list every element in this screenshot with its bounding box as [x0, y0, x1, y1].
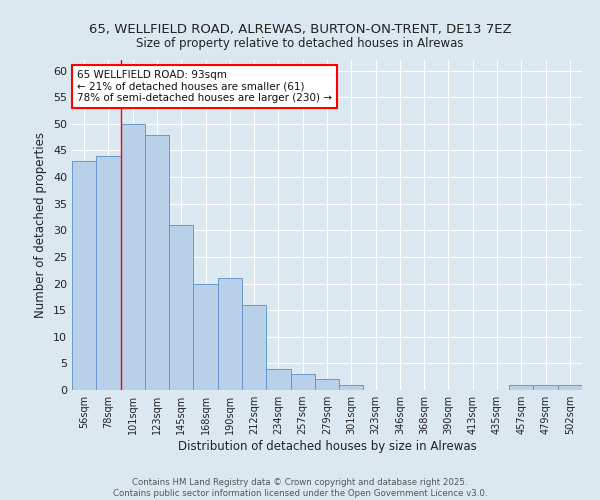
- Bar: [242, 305, 266, 390]
- Bar: [509, 384, 533, 390]
- Bar: [96, 156, 121, 390]
- Text: Size of property relative to detached houses in Alrewas: Size of property relative to detached ho…: [136, 38, 464, 51]
- Bar: [315, 380, 339, 390]
- Bar: [72, 161, 96, 390]
- Bar: [121, 124, 145, 390]
- Bar: [169, 225, 193, 390]
- Bar: [339, 384, 364, 390]
- Bar: [266, 368, 290, 390]
- Text: 65, WELLFIELD ROAD, ALREWAS, BURTON-ON-TRENT, DE13 7EZ: 65, WELLFIELD ROAD, ALREWAS, BURTON-ON-T…: [89, 22, 511, 36]
- X-axis label: Distribution of detached houses by size in Alrewas: Distribution of detached houses by size …: [178, 440, 476, 453]
- Text: 65 WELLFIELD ROAD: 93sqm
← 21% of detached houses are smaller (61)
78% of semi-d: 65 WELLFIELD ROAD: 93sqm ← 21% of detach…: [77, 70, 332, 103]
- Text: Contains HM Land Registry data © Crown copyright and database right 2025.
Contai: Contains HM Land Registry data © Crown c…: [113, 478, 487, 498]
- Bar: [218, 278, 242, 390]
- Y-axis label: Number of detached properties: Number of detached properties: [34, 132, 47, 318]
- Bar: [290, 374, 315, 390]
- Bar: [193, 284, 218, 390]
- Bar: [533, 384, 558, 390]
- Bar: [145, 134, 169, 390]
- Bar: [558, 384, 582, 390]
